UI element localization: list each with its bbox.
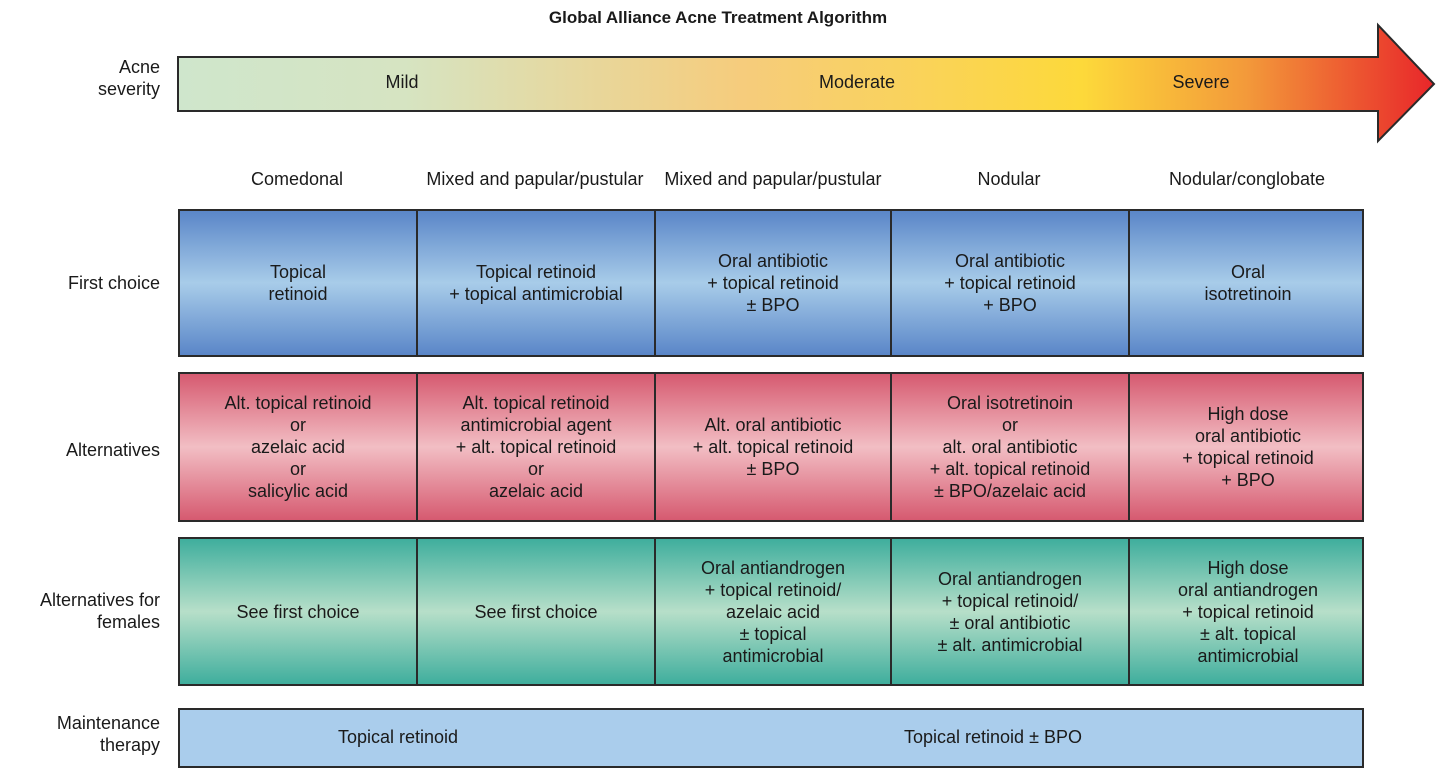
severity-severe: Severe bbox=[1172, 72, 1230, 92]
alternatives-row: Alt. topical retinoid or azelaic acid or… bbox=[178, 372, 1364, 522]
alternatives-cell: Alt. topical retinoid or azelaic acid or… bbox=[180, 374, 418, 520]
alternatives-females-row: See first choice See first choice Oral a… bbox=[178, 537, 1364, 686]
first-choice-cell: Topical retinoid + topical antimicrobial bbox=[418, 211, 656, 355]
severity-arrow bbox=[177, 22, 1436, 144]
page-title: Global Alliance Acne Treatment Algorithm bbox=[548, 8, 888, 27]
maintenance-row: Topical retinoid Topical retinoid ± BPO bbox=[178, 708, 1364, 768]
alternatives-females-cell: Oral antiandrogen + topical retinoid/ az… bbox=[656, 539, 892, 684]
alternatives-cell: High dose oral antibiotic + topical reti… bbox=[1182, 404, 1314, 490]
alternatives-females-cell: Oral antiandrogen + topical retinoid/ ± … bbox=[892, 539, 1130, 684]
row-label-first-choice: First choice bbox=[67, 273, 160, 293]
alternatives-females-cell: High dose oral antiandrogen + topical re… bbox=[1177, 557, 1319, 666]
first-choice-cell: Oral isotretinoin bbox=[1204, 262, 1292, 304]
maintenance-mild: Topical retinoid bbox=[338, 727, 459, 747]
row-label-maintenance: Maintenance therapy bbox=[56, 713, 160, 755]
row-label-alternatives: Alternatives bbox=[65, 440, 160, 460]
maintenance-moderate-severe: Topical retinoid ± BPO bbox=[904, 727, 1082, 747]
row-label-severity: Acne severity bbox=[97, 57, 160, 99]
first-choice-cell: Topical retinoid bbox=[180, 211, 418, 355]
alternatives-females-cell: See first choice bbox=[180, 539, 418, 684]
alternatives-cell: Oral isotretinoin or alt. oral antibioti… bbox=[892, 374, 1130, 520]
first-choice-cell: Oral antibiotic + topical retinoid + BPO bbox=[892, 211, 1130, 355]
column-header: Comedonal bbox=[250, 169, 344, 189]
column-header: Nodular/conglobate bbox=[1168, 169, 1326, 189]
alternatives-cell: Alt. topical retinoid antimicrobial agen… bbox=[418, 374, 656, 520]
column-header: Nodular bbox=[977, 169, 1041, 189]
column-header: Mixed and papular/pustular bbox=[426, 169, 644, 189]
severity-moderate: Moderate bbox=[818, 72, 896, 92]
first-choice-cell: Oral antibiotic + topical retinoid ± BPO bbox=[656, 211, 892, 355]
alternatives-cell: Alt. oral antibiotic + alt. topical reti… bbox=[656, 374, 892, 520]
first-choice-row: Topical retinoid Topical retinoid + topi… bbox=[178, 209, 1364, 357]
column-header: Mixed and papular/pustular bbox=[664, 169, 882, 189]
severity-mild: Mild bbox=[385, 72, 419, 92]
row-label-alternatives-females: Alternatives for females bbox=[39, 590, 160, 632]
alternatives-females-cell: See first choice bbox=[418, 539, 656, 684]
